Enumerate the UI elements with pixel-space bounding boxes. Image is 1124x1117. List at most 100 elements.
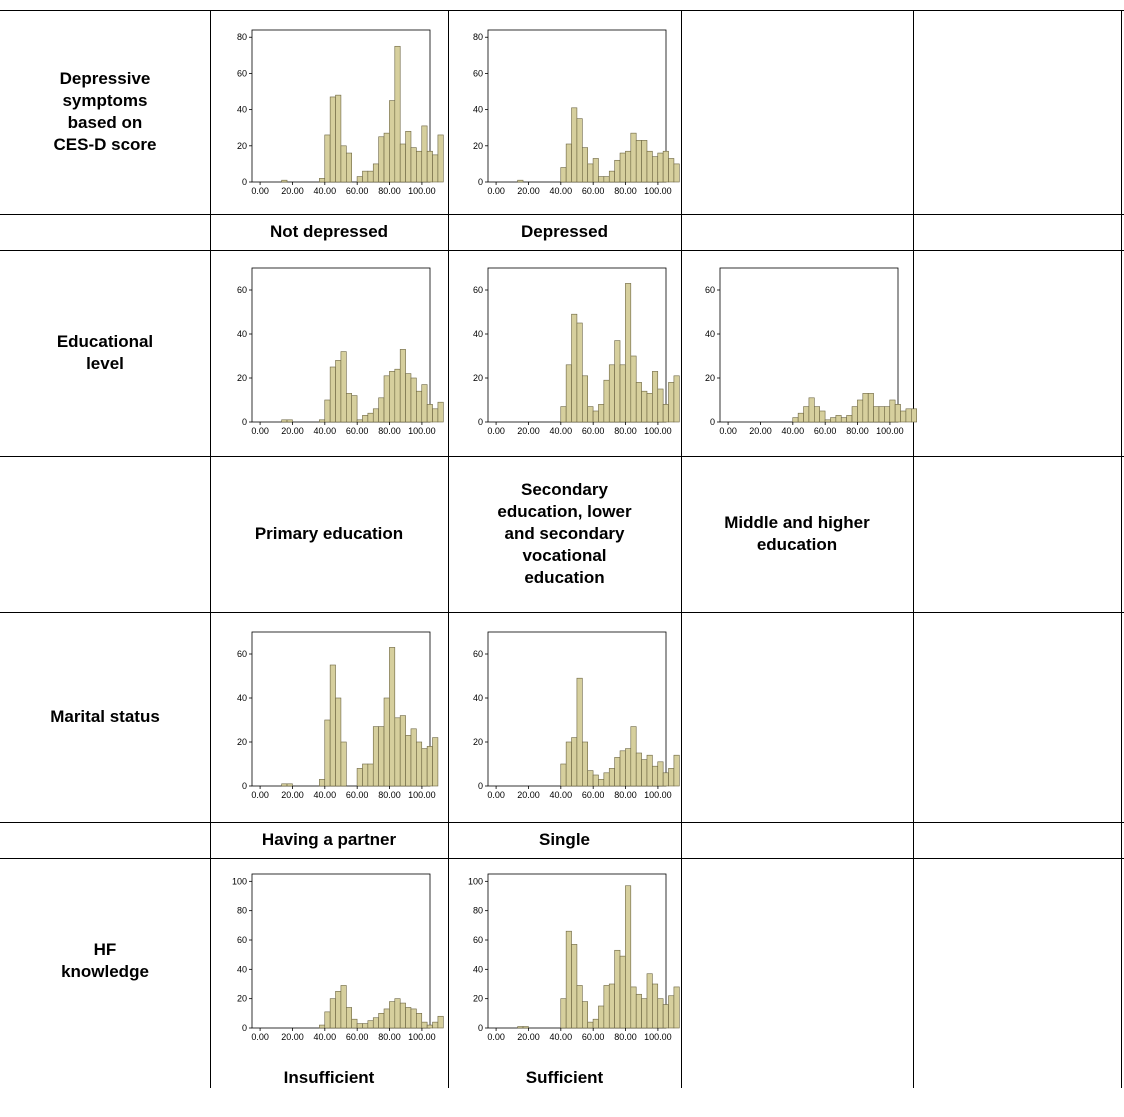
table-rule (681, 10, 682, 1088)
histogram-bar (340, 351, 347, 423)
histogram-bar (565, 364, 572, 423)
row-label-text: Educational level (56, 332, 154, 373)
histogram-bar (614, 757, 621, 787)
histogram-bar (399, 143, 406, 183)
histogram-bar (367, 763, 374, 787)
y-tick-label: 40 (473, 329, 483, 339)
row-label-text: Depressive symptoms based on CES-D score (53, 69, 157, 154)
histogram-bar (410, 1008, 417, 1029)
histogram-bar (598, 404, 605, 423)
x-tick-label: 100.00 (408, 790, 436, 800)
histogram-bar (668, 382, 675, 423)
histogram-bar (614, 340, 621, 423)
histogram-bar (673, 754, 680, 787)
category-label-single: Single (448, 822, 681, 858)
histogram-bar (900, 410, 907, 423)
y-tick-label: 40 (237, 964, 247, 974)
histogram-bar (367, 1020, 374, 1029)
histogram-bar (803, 406, 810, 423)
histogram-bar (646, 754, 653, 787)
histogram-bar (421, 748, 428, 787)
histogram-bar (608, 170, 615, 183)
histogram-bar (889, 399, 896, 423)
histogram-bar (582, 147, 588, 183)
x-tick-label: 0.00 (487, 426, 505, 436)
histogram-bar (394, 998, 401, 1029)
category-label-text: Primary education (254, 524, 404, 543)
histogram-bar (884, 406, 891, 423)
histogram-bar (517, 1026, 524, 1029)
histogram-bar (619, 955, 626, 1029)
table-rule (0, 858, 1124, 859)
histogram-bar (587, 1021, 594, 1029)
histogram-single: 0 20 40 60 0.00 20.00 40.00 60.00 80.00 100.00 (473, 631, 680, 800)
histogram-bar (340, 145, 347, 183)
histogram-bar (421, 125, 428, 183)
y-tick-label: 20 (237, 141, 247, 151)
x-tick-label: 0.00 (251, 1032, 269, 1042)
x-tick-label: 80.00 (378, 1032, 401, 1042)
histogram-bar (560, 406, 567, 423)
histogram-bar (421, 1021, 428, 1029)
y-tick-label: 100 (468, 876, 483, 886)
x-tick-label: 60.00 (582, 1032, 605, 1042)
x-tick-label: 0.00 (251, 790, 269, 800)
histogram-bar (668, 995, 675, 1029)
x-tick-label: 40.00 (550, 1032, 573, 1042)
histogram-bar (410, 377, 417, 423)
x-tick-label: 60.00 (814, 426, 837, 436)
histogram-bar (619, 364, 626, 423)
histogram-bar (362, 170, 369, 183)
row-label-hf-knowledge: HF knowledge (0, 858, 210, 1063)
row-label-educational-level: Educational level (0, 250, 210, 456)
histogram-bar (405, 1007, 412, 1029)
histogram-having-partner: 0 20 40 60 0.00 20.00 40.00 60.00 80.00 100.00 (237, 631, 439, 800)
histogram-bar (324, 719, 331, 787)
x-tick-label: 0.00 (251, 186, 269, 196)
histogram-secondary-education: 0 20 40 60 0.00 20.00 40.00 60.00 80.00 100.00 (473, 267, 680, 436)
histogram-bar (335, 991, 342, 1029)
histogram-bar (416, 741, 423, 787)
histogram-bar (673, 375, 680, 423)
histogram-bar (598, 1005, 605, 1029)
histogram-bar (335, 360, 342, 423)
histogram-bar (797, 412, 804, 423)
y-tick-label: 20 (237, 994, 247, 1004)
histogram-bar (592, 774, 599, 787)
category-label-text: Not depressed (269, 222, 389, 241)
histogram-bar (432, 408, 439, 423)
histogram-bar (587, 406, 594, 423)
histogram-bar (592, 1018, 599, 1029)
histogram-bar (389, 100, 396, 183)
histogram-bar (399, 1002, 406, 1029)
histogram-bar (426, 404, 433, 423)
histogram-bar (608, 983, 615, 1029)
histogram-bar (437, 401, 444, 423)
x-tick-label: 0.00 (487, 186, 505, 196)
histogram-bar (587, 770, 594, 787)
histogram-bar (517, 179, 524, 183)
row-label-marital-status: Marital status (0, 612, 210, 822)
histogram-bar (362, 415, 369, 423)
histogram-bar (571, 107, 578, 183)
histogram-bar (576, 985, 583, 1029)
category-label-text: Depressed (521, 222, 608, 241)
histogram-bar (432, 737, 439, 787)
histogram-bar (281, 783, 288, 787)
histogram-bar (857, 399, 864, 423)
histogram-bar (346, 152, 352, 183)
histogram-bar (846, 415, 853, 423)
histogram-bar (356, 176, 363, 183)
histogram-bar (619, 152, 626, 183)
histogram-bar (281, 179, 288, 183)
x-tick-label: 0.00 (719, 426, 737, 436)
x-tick-label: 20.00 (749, 426, 772, 436)
y-tick-label: 40 (237, 105, 247, 115)
y-tick-label: 80 (237, 906, 247, 916)
histogram-bar (630, 355, 637, 423)
x-tick-label: 80.00 (378, 426, 401, 436)
histogram-bar (356, 768, 363, 787)
histogram-bar (351, 1018, 358, 1029)
y-tick-label: 60 (473, 649, 483, 659)
histogram-bar (824, 419, 831, 423)
